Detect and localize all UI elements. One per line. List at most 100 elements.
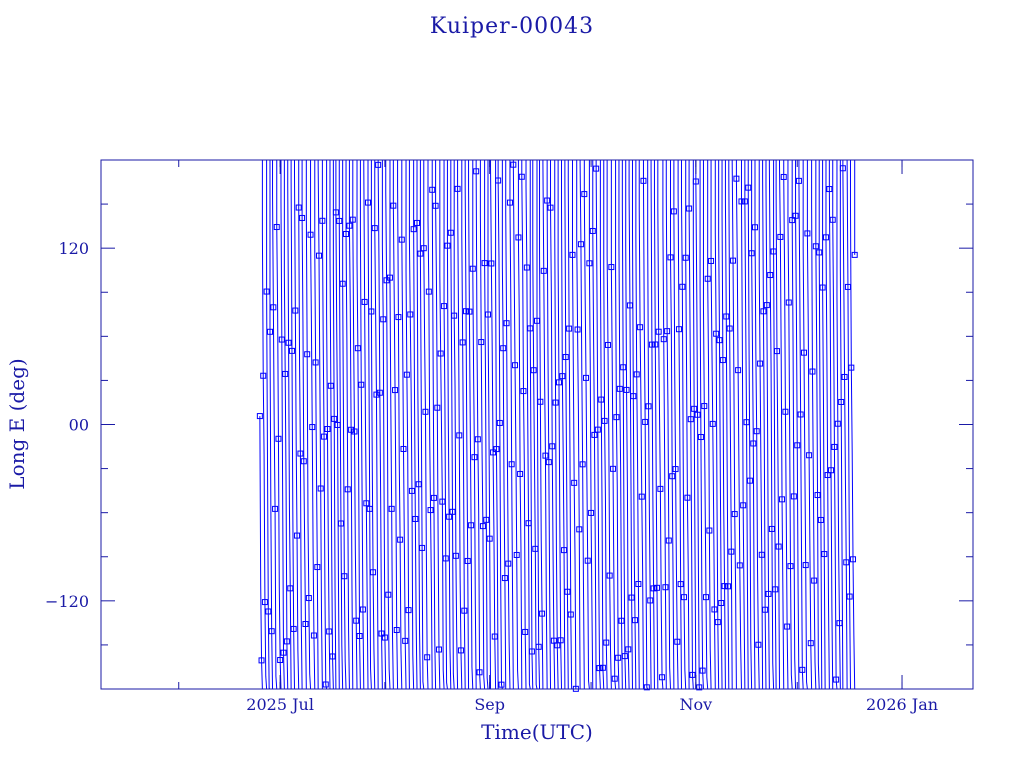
series-line	[832, 160, 838, 690]
series-line	[326, 160, 331, 690]
series-line	[542, 160, 548, 690]
series-line	[628, 160, 633, 690]
series-line	[735, 160, 742, 690]
series-line	[423, 160, 429, 690]
x-axis-label: Time(UTC)	[481, 720, 593, 744]
series-line	[392, 160, 399, 690]
series-line	[740, 160, 746, 690]
series-line	[846, 160, 851, 690]
series-line	[642, 160, 649, 690]
series-line	[413, 160, 418, 690]
series-line	[374, 160, 379, 690]
axis-ticks	[101, 159, 973, 690]
series-line	[603, 160, 608, 690]
series-line	[283, 160, 289, 690]
series-line	[261, 160, 268, 690]
series-line	[525, 160, 531, 690]
series-line	[345, 160, 350, 690]
series-line	[811, 160, 817, 690]
series-line	[505, 160, 511, 690]
x-tick-label: Nov	[680, 695, 713, 714]
series-line	[718, 160, 723, 690]
series-line	[751, 160, 756, 690]
series-line	[450, 160, 455, 690]
series-line	[599, 160, 605, 690]
series-line	[828, 160, 834, 690]
series-line	[385, 160, 391, 690]
series-line	[298, 160, 303, 690]
series-line	[501, 160, 507, 690]
series-line	[487, 160, 492, 690]
series-line	[638, 160, 644, 690]
series-line	[557, 160, 563, 690]
series-line	[427, 160, 433, 690]
series-line	[539, 160, 544, 690]
series-line	[839, 160, 844, 690]
series-line	[680, 160, 687, 690]
series-line	[787, 160, 793, 690]
series-line	[721, 160, 726, 690]
series-line	[554, 160, 559, 690]
series-line	[293, 160, 300, 690]
series-line	[280, 160, 285, 690]
series-line	[276, 160, 282, 690]
y-tick-label: 00	[69, 416, 89, 435]
series-line	[714, 160, 720, 690]
series-line	[497, 160, 503, 690]
series-line	[564, 160, 569, 690]
series-line	[647, 160, 652, 690]
series-line	[290, 160, 295, 690]
series-line	[342, 160, 347, 690]
series-line	[592, 160, 597, 690]
series-line	[783, 160, 789, 690]
series-line	[583, 160, 590, 690]
series-line	[431, 160, 437, 690]
series-line	[439, 160, 445, 690]
series-line	[762, 160, 767, 690]
series-line	[728, 160, 733, 690]
series-line	[685, 160, 690, 690]
series-line	[825, 160, 830, 690]
series-line	[576, 160, 581, 690]
series-line	[446, 160, 452, 690]
series-line	[479, 160, 486, 690]
series-line	[615, 160, 620, 690]
chart-title: Kuiper-00043	[429, 14, 595, 39]
series-line	[472, 160, 477, 690]
series-line	[529, 160, 534, 690]
series-line	[798, 160, 804, 690]
axis-tick-labels: 120 00 −120 2025 Jul Sep Nov 2026 Jan	[45, 239, 938, 714]
series-line	[670, 160, 675, 690]
series-line	[453, 160, 459, 690]
series-line	[301, 160, 307, 690]
series-line	[779, 160, 785, 690]
series-line	[419, 160, 425, 690]
series-line	[269, 160, 274, 690]
series-line	[618, 160, 623, 690]
series-line	[464, 160, 470, 690]
series-line	[673, 160, 679, 690]
series-line	[377, 160, 383, 690]
series-line	[363, 160, 369, 690]
series-line	[435, 160, 441, 690]
series-line	[332, 160, 337, 690]
series-line	[370, 160, 376, 690]
series-line	[468, 160, 474, 690]
y-tick-label: −120	[45, 592, 89, 611]
series-line	[512, 160, 519, 690]
series-line	[550, 160, 556, 690]
series-line	[475, 160, 481, 690]
series-line	[791, 160, 797, 690]
series-line	[765, 160, 770, 690]
series-line	[836, 160, 841, 690]
series-line	[443, 160, 448, 690]
series-line	[517, 160, 523, 690]
series-line	[408, 160, 415, 690]
series-line	[381, 160, 387, 690]
series-line	[768, 160, 775, 690]
series-line	[401, 160, 407, 690]
series-line	[625, 160, 630, 690]
series-line	[815, 160, 820, 690]
series-line	[754, 160, 760, 690]
series-line	[688, 160, 694, 690]
